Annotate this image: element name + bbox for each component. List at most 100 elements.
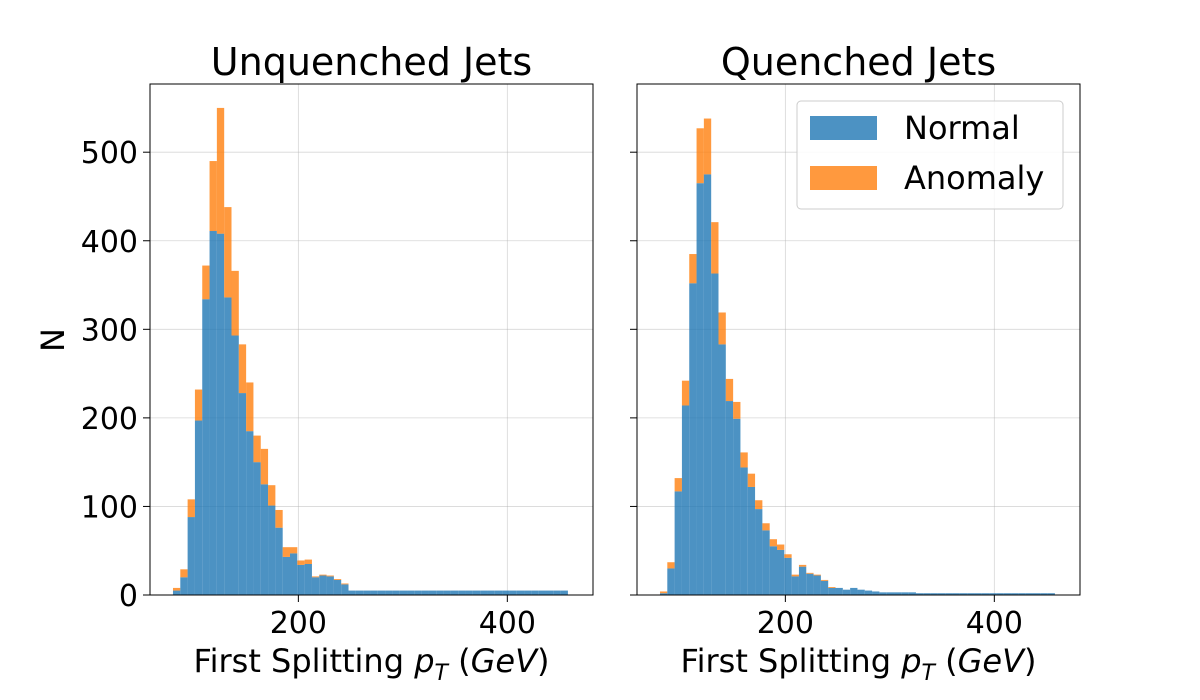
bar-anomaly	[740, 452, 748, 468]
bar-anomaly	[311, 576, 320, 578]
bar-normal	[981, 593, 990, 595]
bar-normal	[725, 401, 734, 595]
bar-normal	[260, 484, 269, 595]
bar-anomaly	[777, 544, 785, 550]
bar-anomaly	[333, 579, 342, 580]
bar-normal	[1018, 593, 1026, 595]
x-axis-label: First Splitting pT (GeV)	[194, 642, 550, 686]
bar-anomaly	[828, 587, 836, 588]
bar-anomaly	[791, 574, 799, 577]
x-tick-label: 400	[479, 606, 536, 641]
bar-normal	[908, 592, 916, 595]
panel-title: Quenched Jets	[721, 40, 996, 84]
bar-normal	[290, 553, 298, 595]
bar-normal	[1025, 593, 1033, 595]
bar-normal	[901, 592, 909, 595]
bar-anomaly	[341, 583, 349, 585]
bar-normal	[974, 593, 982, 595]
bar-normal	[268, 505, 276, 595]
bar-normal	[740, 467, 748, 595]
bar-anomaly	[216, 107, 225, 234]
bar-normal	[798, 566, 807, 595]
bar-normal	[282, 556, 291, 595]
bar-normal	[319, 575, 327, 595]
legend: Normal Anomaly	[796, 100, 1064, 210]
bar-normal	[989, 593, 997, 595]
bar-normal	[399, 590, 408, 595]
bar-anomaly	[806, 572, 814, 574]
bar-normal	[187, 517, 195, 595]
y-tick-label: 100	[81, 490, 138, 525]
bar-normal	[180, 577, 188, 595]
bar-normal	[711, 273, 719, 595]
bar-normal	[524, 590, 532, 595]
y-axis-label: N	[34, 328, 72, 352]
bar-normal	[1032, 593, 1041, 595]
bar-normal	[733, 418, 741, 595]
x-tick-label: 200	[757, 606, 814, 641]
bar-anomaly	[260, 448, 269, 485]
bar-normal	[1047, 593, 1055, 595]
bar-anomaly	[696, 128, 704, 184]
bar-normal	[945, 593, 953, 595]
bar-normal	[747, 486, 756, 595]
bar-anomaly	[733, 401, 741, 419]
bar-anomaly	[674, 478, 682, 492]
bar-anomaly	[194, 389, 203, 421]
bar-normal	[450, 590, 459, 595]
y-tick-label: 500	[81, 136, 138, 171]
bar-normal	[791, 576, 799, 595]
bar-anomaly	[282, 547, 291, 557]
panel-unquenched-jets: 0 100 200 300 400 500 200 400 Unquenched Jets Fir…	[81, 40, 594, 686]
bar-anomaly	[798, 564, 807, 567]
bar-normal	[246, 431, 254, 595]
bar-normal	[915, 593, 924, 595]
bar-normal	[414, 590, 422, 595]
bar-normal	[937, 593, 946, 595]
bar-normal	[238, 393, 247, 595]
bar-normal	[1003, 593, 1012, 595]
bar-normal	[545, 590, 554, 595]
x-tick-label: 400	[966, 606, 1023, 641]
bar-normal	[465, 590, 473, 595]
bar-normal	[755, 509, 763, 595]
bar-normal	[923, 593, 931, 595]
bar-anomaly	[703, 118, 712, 175]
bar-normal	[407, 590, 415, 595]
bar-normal	[689, 283, 697, 595]
bar-normal	[509, 590, 517, 595]
bar-normal	[1011, 593, 1019, 595]
bar-anomaly	[187, 499, 195, 518]
bar-anomaly	[718, 312, 726, 345]
bar-normal	[231, 335, 239, 595]
bar-normal	[494, 590, 503, 595]
bar-normal	[311, 577, 320, 595]
bar-anomaly	[246, 382, 254, 432]
bar-anomaly	[667, 562, 675, 569]
bar-normal	[952, 593, 960, 595]
bar-normal	[850, 587, 858, 595]
bar-normal	[202, 299, 210, 595]
y-tick-label: 300	[81, 313, 138, 348]
bar-normal	[828, 587, 836, 595]
bar-normal	[443, 590, 451, 595]
bar-anomaly	[711, 222, 719, 274]
legend-swatch-normal	[810, 116, 877, 140]
bar-normal	[172, 590, 181, 595]
bar-anomaly	[238, 344, 247, 394]
bar-anomaly	[762, 523, 770, 531]
bar-anomaly	[319, 574, 327, 576]
bar-normal	[480, 590, 488, 595]
bar-normal	[377, 590, 386, 595]
bar-normal	[209, 231, 217, 595]
bar-normal	[674, 491, 682, 595]
bar-normal	[333, 579, 342, 595]
y-tick-label: 200	[81, 402, 138, 437]
bar-normal	[502, 590, 510, 595]
legend-swatch-anomaly	[810, 166, 877, 190]
bar-anomaly	[755, 500, 763, 510]
bar-normal	[777, 549, 785, 595]
bar-normal	[304, 564, 312, 595]
bar-normal	[297, 564, 305, 595]
bar-normal	[784, 557, 792, 595]
